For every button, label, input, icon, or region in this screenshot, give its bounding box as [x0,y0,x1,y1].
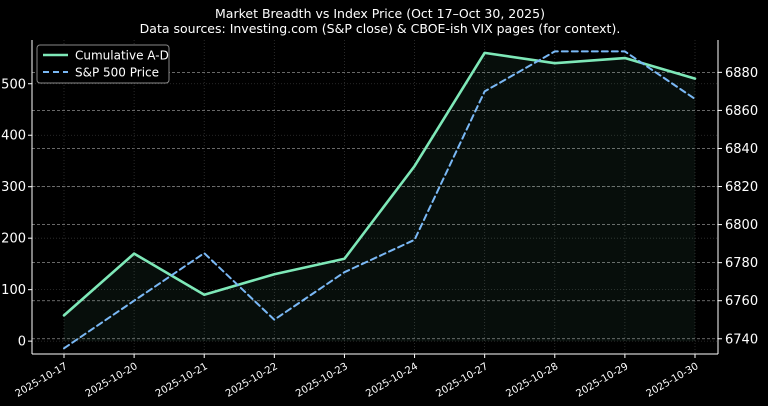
right-tick-label: 6840 [725,142,758,157]
left-tick-label: 200 [1,232,26,247]
x-axis-ticks: 2025-10-17 2025-10-20 2025-10-21 2025-10-22… [14,354,701,400]
horizontal-gridlines [32,71,718,342]
chart-subtitle: Data sources: Investing.com (S&P close) … [140,21,621,36]
x-tick-label: 2025-10-24 [364,361,420,400]
x-tick-label: 2025-10-28 [504,361,560,400]
series-layer [62,50,697,350]
right-tick-label: 6820 [725,180,758,195]
legend: Cumulative A-D S&P 500 Price [36,44,170,84]
left-tick-label: 500 [1,77,26,92]
x-tick-label: 2025-10-17 [14,361,70,400]
x-tick-label: 2025-10-22 [224,361,280,400]
series-line-0 [62,51,697,317]
legend-label-cumulative-ad: Cumulative A-D [75,49,169,63]
left-tick-label: 100 [1,283,26,298]
legend-box [36,44,170,84]
right-axis-ticks: 6740 6760 6780 6800 6820 6840 6860 6880 [718,66,758,347]
right-tick-label: 6760 [725,294,758,309]
right-tick-label: 6800 [725,218,758,233]
x-tick-label: 2025-10-29 [575,361,631,400]
x-tick-label: 2025-10-20 [84,361,140,400]
x-tick-label: 2025-10-21 [154,361,210,400]
left-tick-label: 400 [1,129,26,144]
area-layer [64,52,695,342]
right-tick-label: 6740 [725,332,758,347]
legend-label-sp500: S&P 500 Price [75,66,159,80]
left-axis-ticks: 0 100 200 300 400 500 [1,77,32,350]
right-tick-label: 6780 [725,256,758,271]
series-line-1 [63,50,696,350]
right-tick-label: 6860 [725,104,758,119]
area-fill-0 [64,52,695,342]
x-tick-label: 2025-10-30 [645,361,701,400]
left-tick-label: 0 [18,335,26,350]
vertical-gridlines [63,40,696,354]
left-tick-label: 300 [1,180,26,195]
x-tick-label: 2025-10-27 [434,361,490,400]
right-tick-label: 6880 [725,66,758,81]
x-tick-label: 2025-10-23 [294,361,350,400]
chart-title: Market Breadth vs Index Price (Oct 17–Oc… [215,6,545,21]
